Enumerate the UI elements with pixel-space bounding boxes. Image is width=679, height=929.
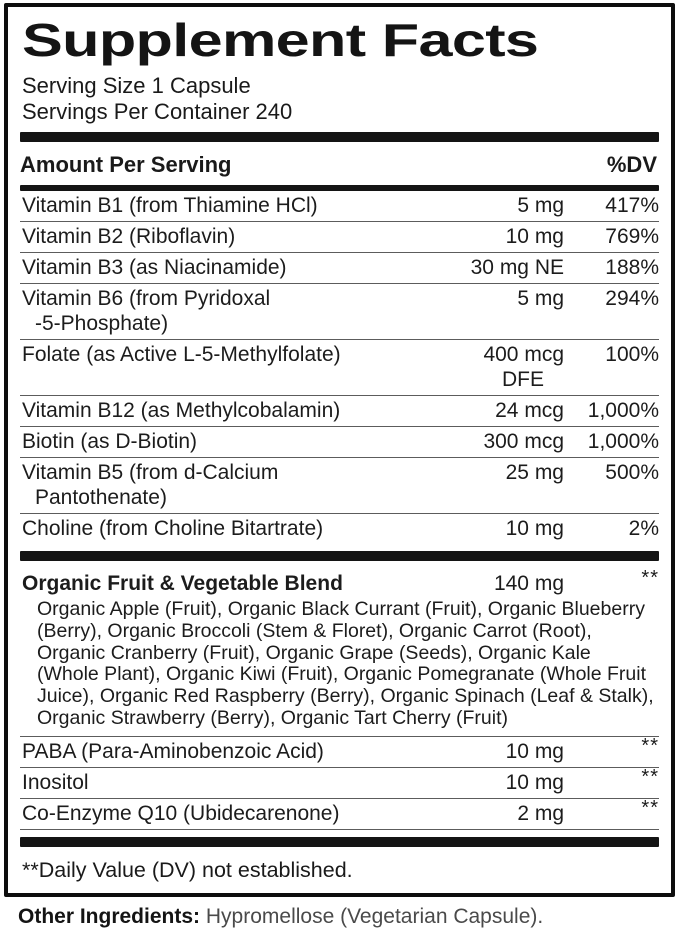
nutrient-rows-blend: Organic Fruit & Vegetable Blend 140 mg ** O…: [20, 566, 659, 830]
nutrient-dv: 294%: [605, 287, 659, 310]
nutrient-name: Folate (as Active L-5-Methylfolate): [22, 343, 341, 366]
nutrient-dv: **: [641, 765, 659, 788]
nutrient-name: Choline (from Choline Bitartrate): [22, 517, 324, 540]
nutrient-row: PABA (Para-Aminobenzoic Acid) 10 mg **: [20, 734, 659, 767]
other-ingredients-value: Hypromellose (Vegetarian Capsule).: [205, 904, 544, 928]
nutrient-row: Vitamin B2 (Riboflavin) 10 mg 769%: [20, 221, 659, 252]
nutrient-dv: 500%: [605, 461, 659, 484]
nutrient-amount: 400 mcg DFE: [483, 343, 564, 391]
nutrient-amount: 24 mcg: [495, 399, 564, 422]
amount-per-serving-header: Amount Per Serving: [20, 152, 232, 177]
nutrient-amount: 10 mg: [505, 739, 564, 763]
divider-medium-header: [20, 185, 659, 191]
nutrient-name: Organic Fruit & Vegetable Blend: [22, 572, 343, 595]
nutrient-amount: 10 mg: [505, 225, 564, 248]
nutrient-row: Choline (from Choline Bitartrate) 10 mg 2%: [20, 513, 659, 544]
nutrient-amount: 140 mg: [493, 572, 564, 595]
nutrient-row: Inositol 10 mg **: [20, 765, 659, 798]
nutrient-amount: 300 mcg: [483, 430, 564, 453]
nutrient-row: Vitamin B12 (as Methylcobalamin) 24 mcg 1,…: [20, 395, 659, 426]
nutrient-amount: 25 mg: [505, 461, 564, 484]
other-ingredients-label: Other Ingredients:: [18, 904, 201, 928]
nutrient-row: Co-Enzyme Q10 (Ubidecarenone) 2 mg **: [20, 796, 659, 830]
nutrient-dv: 1,000%: [587, 430, 659, 453]
dv-footnote: **Daily Value (DV) not established.: [22, 857, 353, 882]
nutrient-name: Inositol: [22, 770, 89, 794]
nutrient-dv: 100%: [605, 343, 659, 366]
divider-thick-bottom: [20, 836, 659, 847]
nutrient-dv: **: [641, 567, 659, 589]
nutrient-row: Vitamin B5 (from d-Calcium Pantothenate) 2…: [20, 457, 659, 513]
nutrient-name: Vitamin B3 (as Niacinamide): [22, 256, 287, 279]
panel-title: Supplement Facts: [22, 14, 539, 66]
nutrient-rows-main: Vitamin B1 (from Thiamine HCl) 5 mg 417% Vi…: [20, 191, 659, 544]
nutrient-name: Biotin (as D-Biotin): [22, 430, 198, 453]
nutrient-name: Vitamin B5 (from d-Calcium Pantothenate): [22, 461, 279, 509]
nutrient-dv: 1,000%: [587, 399, 659, 422]
nutrient-dv: 417%: [605, 194, 659, 217]
percent-dv-header: %DV: [606, 152, 657, 177]
nutrient-row: Folate (as Active L-5-Methylfolate) 400 m…: [20, 339, 659, 395]
blend-ingredients-list: Organic Apple (Fruit), Organic Black Cur…: [37, 598, 654, 729]
divider-thick-middle: [20, 551, 659, 561]
column-header-row: Amount Per Serving %DV: [20, 147, 659, 183]
nutrient-row: Biotin (as D-Biotin) 300 mcg 1,000%: [20, 426, 659, 457]
nutrient-amount: 2 mg: [517, 801, 564, 825]
nutrient-row: Organic Fruit & Vegetable Blend 140 mg ** O…: [20, 566, 659, 736]
nutrient-name: Vitamin B1 (from Thiamine HCl): [22, 194, 318, 217]
nutrient-amount: 30 mg NE: [470, 256, 564, 279]
nutrient-name: Vitamin B6 (from Pyridoxal -5-Phosphate): [22, 287, 271, 335]
nutrient-name: Vitamin B12 (as Methylcobalamin): [22, 399, 341, 422]
nutrient-name: Vitamin B2 (Riboflavin): [22, 225, 236, 248]
nutrient-amount: 10 mg: [505, 770, 564, 794]
other-ingredients-line: Other Ingredients: Hypromellose (Vegetar…: [18, 904, 675, 929]
nutrient-row: Vitamin B3 (as Niacinamide) 30 mg NE 188%: [20, 252, 659, 283]
nutrient-row: Vitamin B1 (from Thiamine HCl) 5 mg 417%: [20, 191, 659, 221]
nutrient-name: PABA (Para-Aminobenzoic Acid): [22, 739, 324, 763]
nutrient-dv: 2%: [628, 517, 659, 540]
nutrient-name: Co-Enzyme Q10 (Ubidecarenone): [22, 801, 340, 825]
nutrient-amount: 5 mg: [517, 194, 564, 217]
servings-per-container-line: Servings Per Container 240: [22, 99, 293, 124]
nutrient-amount: 5 mg: [517, 287, 564, 310]
divider-thick-top: [20, 132, 659, 142]
nutrient-amount: 10 mg: [505, 517, 564, 540]
nutrient-row: Vitamin B6 (from Pyridoxal -5-Phosphate) 5…: [20, 283, 659, 339]
supplement-facts-panel: Supplement Facts Serving Size 1 Capsule …: [4, 3, 675, 897]
nutrient-dv: 188%: [605, 256, 659, 279]
serving-size-line: Serving Size 1 Capsule: [22, 73, 251, 98]
nutrient-dv: 769%: [605, 225, 659, 248]
nutrient-dv: **: [641, 734, 659, 757]
nutrient-dv: **: [641, 796, 659, 819]
